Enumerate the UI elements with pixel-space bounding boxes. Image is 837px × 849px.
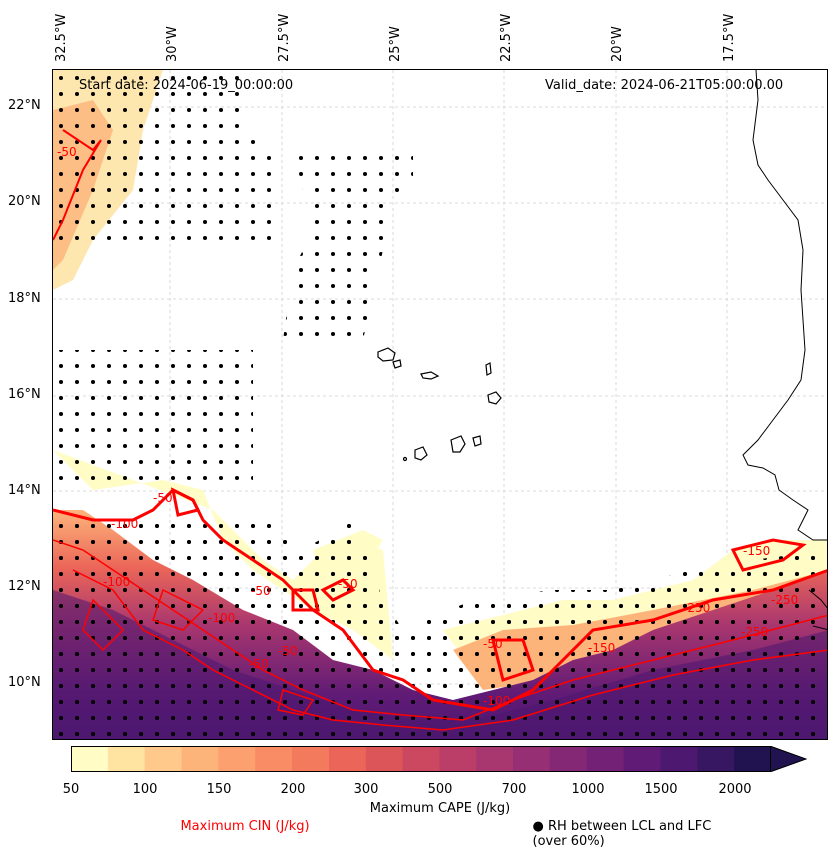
lon-label-20w: 20°W <box>610 26 625 62</box>
lat-label-18n: 18°N <box>8 291 41 306</box>
colorbar-cell <box>107 746 146 772</box>
lon-label-32-5w: 32.5°W <box>54 13 69 62</box>
rh-dots-south <box>53 520 827 739</box>
lon-label-30w: 30°W <box>165 26 180 62</box>
svg-text:-150: -150 <box>743 544 770 558</box>
svg-text:-50: -50 <box>153 491 173 505</box>
colorbar-cell <box>586 746 625 772</box>
svg-text:-250: -250 <box>771 593 798 607</box>
map-canvas: -50 -100 -100 -50 -100 -50 -50 -50 -50 -… <box>53 70 827 739</box>
svg-text:-50: -50 <box>249 657 269 671</box>
colorbar-cell <box>218 746 256 772</box>
colorbar-cell <box>181 746 219 772</box>
coastline-south <box>808 589 827 631</box>
cb-tick-1500: 1500 <box>644 782 678 797</box>
cb-tick-300: 300 <box>353 782 379 797</box>
map-panel: -50 -100 -100 -50 -100 -50 -50 -50 -50 -… <box>52 69 828 740</box>
cin-legend-label: Maximum CIN (J/kg) <box>180 819 310 834</box>
svg-text:-250: -250 <box>741 625 768 639</box>
colorbar-cell <box>660 746 698 772</box>
svg-text:-250: -250 <box>683 601 710 615</box>
colorbar-cell <box>292 746 330 772</box>
cb-tick-500: 500 <box>427 782 453 797</box>
svg-text:-100: -100 <box>483 694 510 708</box>
lon-label-25w: 25°W <box>388 26 403 62</box>
cb-tick-700: 700 <box>501 782 527 797</box>
svg-text:-100: -100 <box>111 517 138 531</box>
cb-tick-100: 100 <box>132 782 158 797</box>
svg-text:-50: -50 <box>338 577 358 591</box>
lat-label-16n: 16°N <box>8 387 41 402</box>
lat-label-14n: 14°N <box>8 483 41 498</box>
colorbar-cell <box>623 746 661 772</box>
colorbar-cell <box>697 746 735 772</box>
valid-date-text: Valid_date: 2024-06-21T05:00:00.00 <box>545 78 784 93</box>
svg-text:-50: -50 <box>483 637 503 651</box>
cb-tick-1000: 1000 <box>571 782 605 797</box>
colorbar-cell <box>439 746 477 772</box>
colorbar-cell <box>71 746 109 772</box>
colorbar-cell <box>365 746 404 772</box>
colorbar-cell <box>255 746 293 772</box>
colorbar-cell <box>402 746 440 772</box>
cb-tick-200: 200 <box>280 782 306 797</box>
start-date-text: Start date: 2024-06-19_00:00:00 <box>79 78 294 93</box>
lat-label-12n: 12°N <box>8 579 41 594</box>
svg-text:-50: -50 <box>278 644 298 658</box>
lat-label-20n: 20°N <box>8 194 41 209</box>
colorbar-label: Maximum CAPE (J/kg) <box>369 801 511 816</box>
cape-verde-islands <box>377 347 502 462</box>
cin-labels: -50 -100 -100 -50 -100 -50 -50 -50 -50 -… <box>57 145 798 708</box>
cb-tick-150: 150 <box>206 782 232 797</box>
lon-label-27-5w: 27.5°W <box>277 13 292 62</box>
cb-tick-50: 50 <box>62 782 80 797</box>
colorbar-cell <box>328 746 367 772</box>
colorbar-cell <box>476 746 514 772</box>
svg-text:-50: -50 <box>57 145 77 159</box>
lat-label-22n: 22°N <box>8 98 41 113</box>
svg-text:-50: -50 <box>251 584 271 598</box>
svg-text:-100: -100 <box>208 611 235 625</box>
cin-contours <box>53 129 827 731</box>
lon-label-17-5w: 17.5°W <box>722 13 737 62</box>
colorbar-cell <box>734 746 772 772</box>
cape-colorbar <box>71 746 807 772</box>
svg-text:-150: -150 <box>588 641 615 655</box>
colorbar-cell <box>513 746 551 772</box>
africa-coastline <box>742 70 827 541</box>
lon-label-22-5w: 22.5°W <box>499 13 514 62</box>
lat-label-10n: 10°N <box>8 675 41 690</box>
svg-text:-100: -100 <box>103 575 130 589</box>
colorbar-cell <box>144 746 183 772</box>
colorbar-cell <box>549 746 588 772</box>
cb-tick-2000: 2000 <box>718 782 752 797</box>
